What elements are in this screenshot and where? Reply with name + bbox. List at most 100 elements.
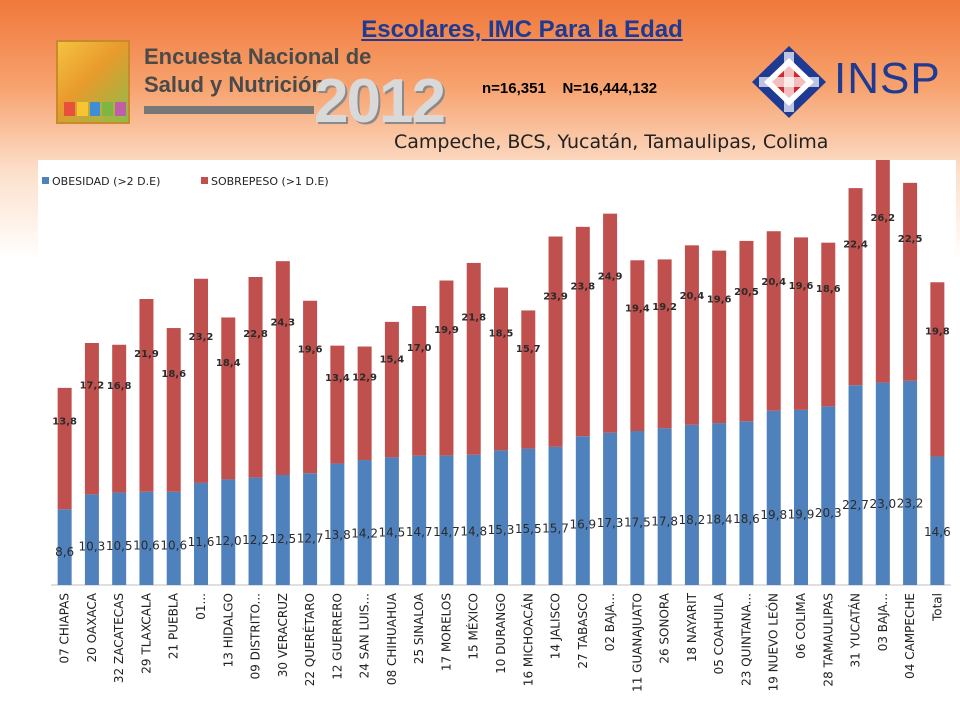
x-tick-label: 17 MORELOS: [439, 593, 453, 671]
label-obesidad: 14,2: [351, 527, 378, 541]
x-tick-label: 09 DISTRITO...: [249, 593, 263, 679]
label-obesidad: 17,5: [624, 515, 651, 529]
label-sobrepeso: 17,2: [80, 380, 105, 391]
bar-sobrepeso: [194, 278, 208, 483]
bar-obesidad: [657, 428, 672, 585]
label-obesidad: 14,6: [924, 525, 951, 539]
label-sobrepeso: 20,4: [680, 291, 705, 302]
bar-obesidad: [194, 482, 208, 585]
insp-emblem-icon: [752, 46, 826, 118]
bar-obesidad: [466, 454, 481, 585]
bar-obesidad: [712, 423, 727, 585]
label-sobrepeso: 18,6: [816, 284, 841, 295]
label-obesidad: 17,8: [651, 514, 678, 528]
label-obesidad: 15,5: [515, 522, 542, 536]
legend-swatch: [42, 177, 49, 184]
label-sobrepeso: 23,9: [543, 292, 568, 303]
x-tick-label: 21 PUEBLA: [167, 592, 181, 659]
bar-obesidad: [875, 382, 890, 585]
bar-obesidad: [739, 421, 754, 585]
x-tick-label: 04 CAMPECHE: [903, 593, 917, 679]
x-tick-label: 24 SAN LUIS...: [358, 593, 372, 678]
bar-obesidad: [521, 448, 536, 585]
label-sobrepeso: 24,9: [598, 271, 623, 282]
bar-sobrepeso: [903, 182, 918, 381]
legend-label: SOBREPESO (>1 D.E): [211, 175, 329, 188]
bar-sobrepeso: [221, 317, 236, 480]
bar-obesidad: [112, 492, 127, 585]
bar-obesidad: [221, 479, 236, 585]
bar-obesidad: [548, 446, 563, 585]
label-sobrepeso: 18,4: [216, 358, 241, 369]
label-sobrepeso: 19,2: [652, 302, 677, 313]
label-sobrepeso: 15,4: [380, 355, 405, 366]
x-tick-label: 15 MÉXICO: [466, 593, 481, 660]
ensanut-emblem-icon: [56, 40, 130, 124]
ensanut-underbar: [144, 106, 314, 114]
label-sobrepeso: 22,5: [898, 234, 923, 245]
label-obesidad: 16,9: [569, 517, 596, 531]
ensanut-title-line1: Encuesta Nacional de: [144, 44, 372, 69]
bar-sobrepeso: [739, 240, 754, 422]
label-obesidad: 10,6: [133, 539, 160, 553]
label-sobrepeso: 18,6: [161, 369, 186, 380]
x-tick-label: 08 CHIHUAHUA: [385, 592, 399, 685]
bar-sobrepeso: [84, 343, 99, 495]
label-obesidad: 14,5: [379, 526, 406, 540]
x-tick-label: 18 NAYARIT: [685, 592, 699, 662]
bar-sobrepeso: [248, 277, 263, 478]
bar-sobrepeso: [603, 213, 618, 433]
label-obesidad: 11,6: [188, 535, 215, 549]
label-sobrepeso: 13,4: [325, 373, 350, 384]
bar-obesidad: [494, 450, 508, 585]
bar-sobrepeso: [712, 250, 727, 424]
bar-sobrepeso: [821, 242, 836, 407]
x-tick-label: 20 OAXACA: [85, 592, 99, 662]
label-obesidad: 10,5: [106, 539, 133, 553]
label-sobrepeso: 19,6: [707, 294, 732, 305]
bar-obesidad: [794, 409, 808, 585]
bar-obesidad: [384, 457, 399, 585]
x-tick-label: 31 YUCATÁN: [848, 593, 863, 667]
x-tick-label: 06 COLIMA: [794, 592, 808, 658]
x-tick-label: 23 QUINTANA...: [739, 593, 753, 686]
bar-obesidad: [930, 456, 945, 585]
label-sobrepeso: 12,9: [352, 373, 377, 384]
bar-sobrepeso: [548, 236, 563, 447]
x-tick-label: 14 JALISCO: [549, 593, 563, 659]
x-tick-label: 27 TABASCO: [576, 593, 590, 669]
bar-sobrepeso: [139, 299, 154, 492]
bar-obesidad: [84, 494, 99, 585]
bar-sobrepeso: [494, 287, 508, 451]
stacked-bar-chart: OBESIDAD (>2 D.E) SOBREPESO (>1 D.E) 8,6 13…: [42, 160, 951, 692]
bar-obesidad: [575, 436, 590, 585]
x-tick-label: 29 TLAXCALA: [139, 592, 153, 673]
x-tick-label: 32 ZACATECAS: [112, 593, 126, 683]
label-sobrepeso: 16,8: [107, 381, 132, 392]
bar-sobrepeso: [875, 160, 890, 383]
x-tick-label: 22 QUERÉTARO: [302, 593, 317, 686]
label-sobrepeso: 13,8: [52, 416, 77, 427]
bar-sobrepeso: [357, 346, 372, 461]
insp-label: INSP: [834, 54, 941, 103]
label-obesidad: 8,6: [55, 545, 74, 559]
label-obesidad: 17,3: [597, 516, 624, 530]
label-obesidad: 20,3: [815, 506, 842, 520]
bar-obesidad: [766, 410, 781, 585]
bar-obesidad: [630, 431, 645, 585]
x-tick-label: 11 GUANAJUATO: [630, 593, 644, 692]
bar-sobrepeso: [657, 259, 672, 429]
x-tick-label: 13 HIDALGO: [221, 593, 235, 667]
label-obesidad: 18,6: [733, 512, 760, 526]
legend-swatch: [201, 177, 208, 184]
label-obesidad: 12,0: [215, 534, 242, 548]
label-sobrepeso: 19,6: [789, 281, 814, 292]
label-sobrepeso: 24,3: [270, 317, 295, 328]
x-tick-label: 30 VERACRUZ: [276, 593, 290, 677]
bar-sobrepeso: [303, 300, 318, 474]
label-obesidad: 12,2: [242, 533, 269, 547]
bar-sobrepeso: [848, 188, 863, 386]
bar-obesidad: [57, 509, 72, 585]
label-sobrepeso: 23,8: [570, 282, 595, 293]
label-sobrepeso: 17,0: [407, 343, 432, 354]
